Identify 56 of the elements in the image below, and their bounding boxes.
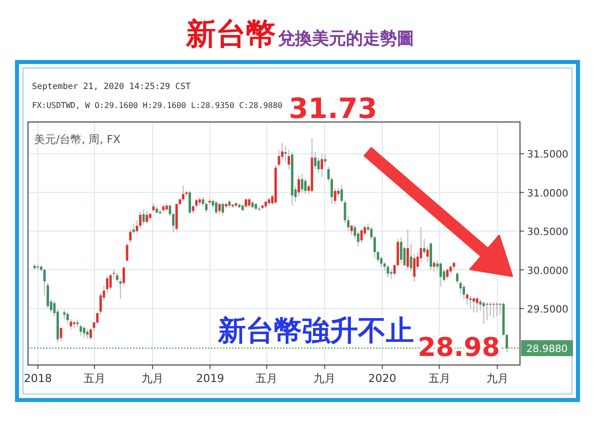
- chart-title: 新台幣: [185, 17, 276, 52]
- candlestick: [482, 301, 485, 324]
- annotation: 美元/台幣, 周, FX: [34, 133, 122, 146]
- candlestick: [139, 211, 142, 230]
- x-tick-label: 五月: [428, 372, 450, 385]
- candlestick: [430, 241, 432, 270]
- x-tick-label: 2019: [196, 372, 224, 385]
- annotation: 31.73: [288, 92, 378, 125]
- x-tick-label: 九月: [314, 372, 336, 385]
- annotation: 新台幣強升不止: [217, 314, 414, 347]
- text: FX:USDTWD, W O:29.1600 H:29.1600 L:28.9350 C:28.9880: [32, 101, 283, 110]
- y-tick-label: 31.0000: [527, 188, 568, 200]
- candlestick: [406, 229, 409, 270]
- candlestick: [446, 268, 449, 280]
- y-tick-label: 30.0000: [527, 266, 568, 277]
- candlestick: [109, 273, 112, 290]
- candlestick: [314, 152, 316, 170]
- x-tick-label: 九月: [142, 372, 164, 385]
- candlestick: [82, 326, 86, 338]
- candlestick: [386, 264, 390, 278]
- x-tick-label: 2018: [24, 372, 52, 385]
- x-tick-label: 五月: [84, 372, 106, 385]
- candlestick: [188, 190, 191, 215]
- candlestick: [390, 269, 392, 280]
- candlestick: [142, 208, 145, 226]
- candlestick: [400, 236, 402, 264]
- y-tick-label: 30.5000: [527, 227, 568, 238]
- candlestick: [337, 187, 340, 198]
- candlestick: [288, 149, 290, 170]
- candlestick: [476, 297, 478, 313]
- candlestick: [222, 202, 224, 216]
- candlestick: [86, 328, 89, 340]
- ref-line-label: 28.9880: [526, 344, 568, 356]
- candlestick: [324, 154, 326, 166]
- candlestick: [472, 297, 475, 313]
- candlestick: [215, 200, 218, 215]
- candlestick: [440, 262, 442, 288]
- candlestick: [320, 153, 324, 178]
- candlestick: [248, 197, 250, 208]
- candlestick: [244, 198, 248, 208]
- candlestick: [300, 173, 304, 193]
- chart-subtitle: 兌換美元的走勢圖: [277, 29, 414, 49]
- x-tick-label: 2020: [368, 372, 396, 385]
- y-tick-label: 29.5000: [527, 304, 568, 316]
- candlestick: [146, 210, 148, 224]
- y-tick-label: 31.5000: [527, 150, 568, 161]
- annotation: 28.98: [418, 333, 500, 363]
- candlestick: [456, 272, 458, 284]
- candlestick: [126, 243, 128, 263]
- candlestick: [432, 260, 436, 272]
- candlestick: [63, 310, 66, 320]
- candlestick: [304, 177, 307, 194]
- x-tick-label: 五月: [256, 372, 278, 385]
- x-tick-label: 九月: [486, 372, 508, 385]
- candlestick: [182, 184, 184, 202]
- text: September 21, 2020 14:25:29 CST: [32, 82, 191, 92]
